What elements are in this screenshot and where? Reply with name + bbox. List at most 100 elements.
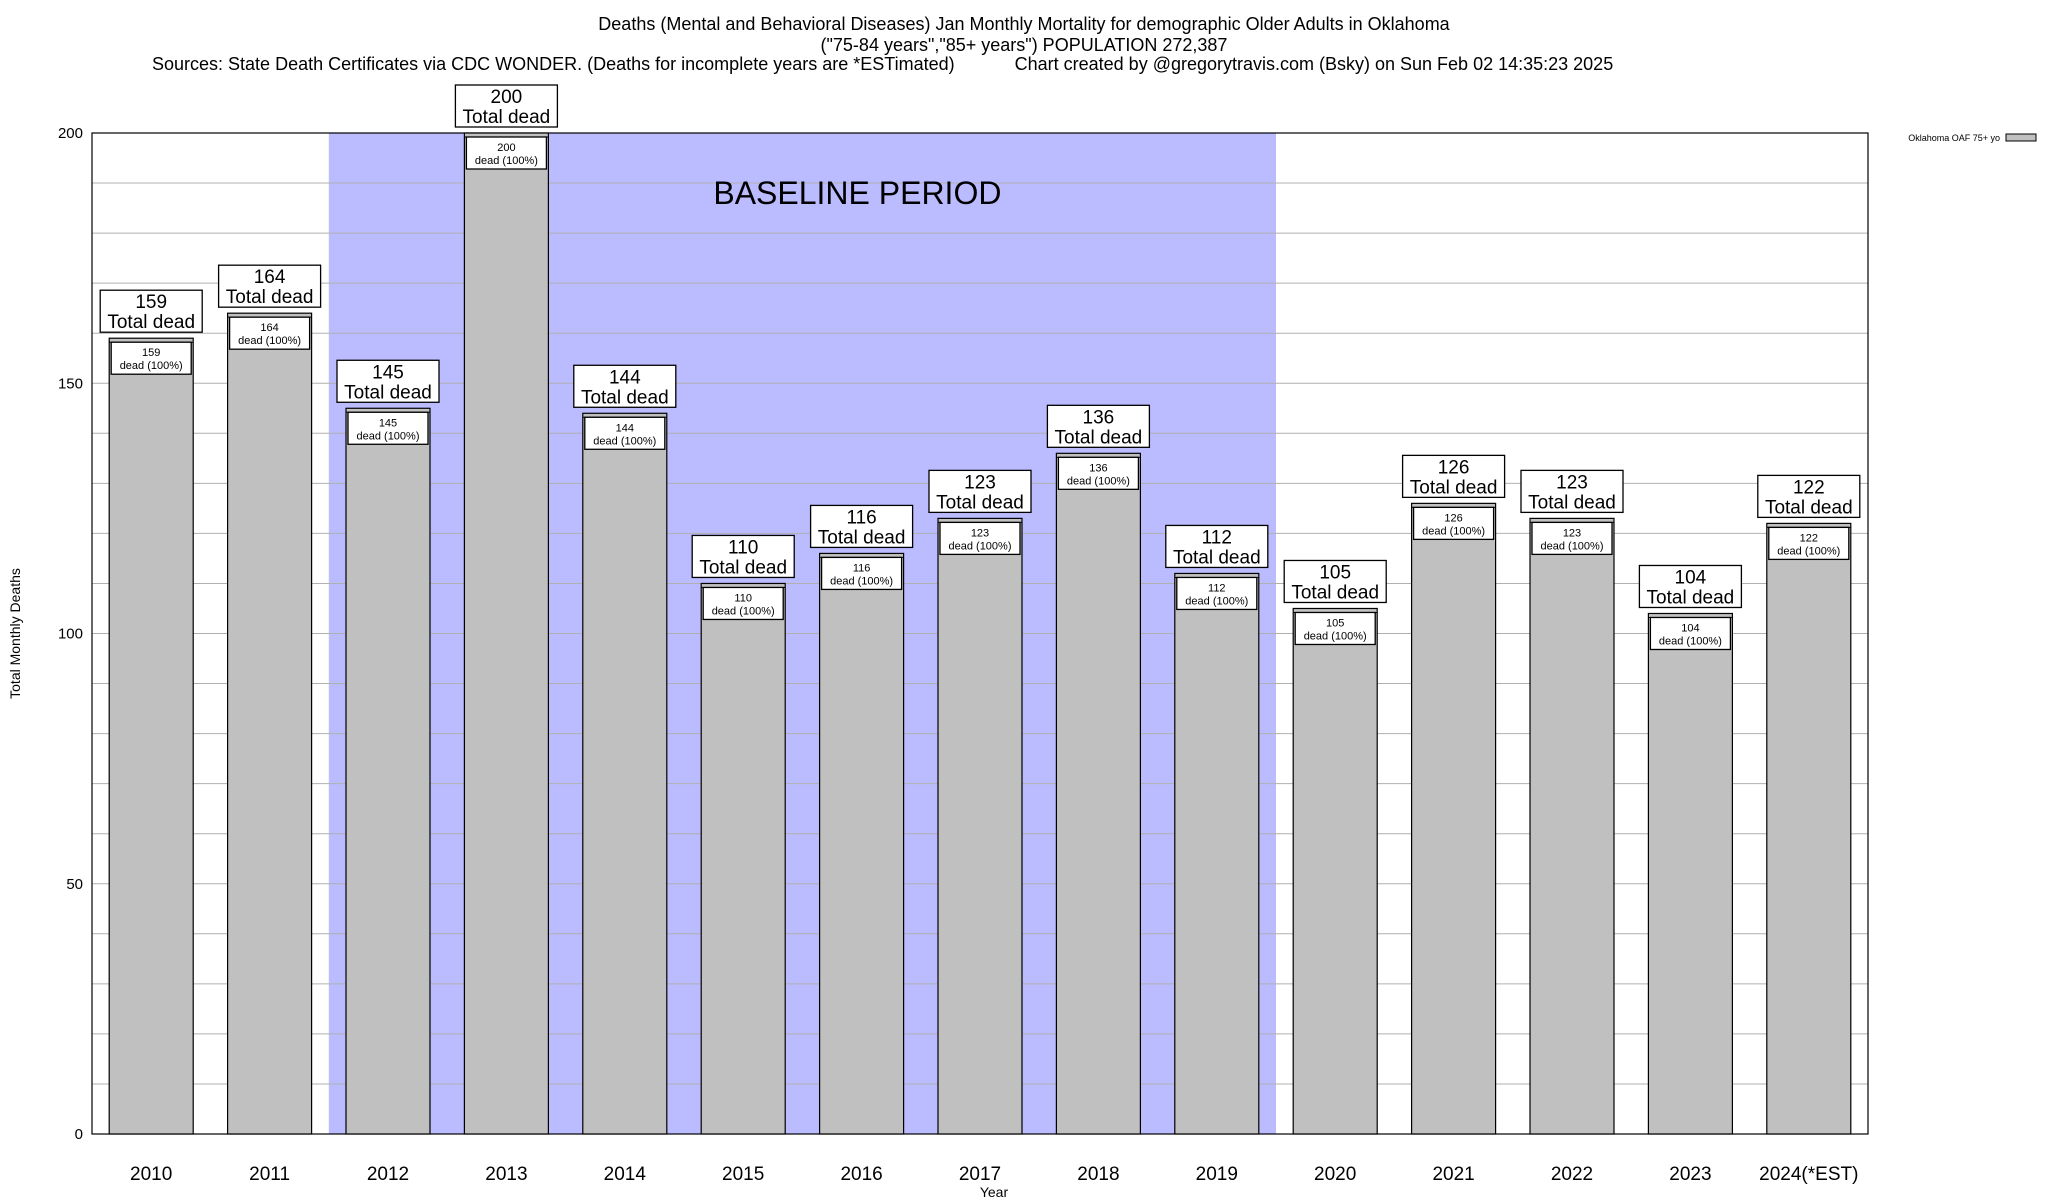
- y-axis-ticks: 0 50 100 150 200: [58, 125, 83, 1143]
- total-label-box: [454, 84, 559, 128]
- x-tick-label: 2020: [1314, 1164, 1356, 1185]
- total-dead-label: Total dead: [226, 287, 314, 308]
- inner-percent-label: dead (100%): [1067, 475, 1130, 487]
- bar: [108, 337, 194, 1135]
- total-value-label: 105: [1319, 562, 1351, 583]
- inner-label-box: [702, 586, 784, 621]
- x-tick-label: 2015: [722, 1164, 764, 1185]
- total-label-box: [1283, 559, 1387, 604]
- inner-label-box: [584, 416, 666, 450]
- x-tick-label: 2018: [1077, 1164, 1119, 1185]
- inner-label-box: [228, 316, 311, 350]
- inner-label-box: [1057, 456, 1140, 490]
- y-tick-label: 200: [58, 125, 83, 142]
- total-value-label: 145: [372, 362, 404, 383]
- total-label-box: [1165, 524, 1269, 569]
- x-tick-label: 2024(*EST): [1759, 1164, 1858, 1185]
- x-tick-label: 2012: [367, 1164, 409, 1185]
- inner-value-label: 164: [260, 322, 278, 334]
- total-value-label: 116: [846, 507, 876, 528]
- x-tick-label: 2017: [959, 1164, 1001, 1185]
- inner-value-label: 123: [971, 527, 989, 539]
- y-tick-label: 50: [66, 876, 83, 893]
- inner-percent-label: dead (100%): [1659, 635, 1722, 647]
- total-dead-label: Total dead: [1765, 497, 1853, 518]
- total-label-box: [1757, 474, 1861, 519]
- inner-percent-label: dead (100%): [830, 575, 893, 587]
- total-value-label: 123: [964, 472, 996, 493]
- total-label-box: [336, 359, 440, 403]
- bar: [1174, 572, 1260, 1135]
- total-value-label: 164: [254, 267, 286, 288]
- chart-sources-line: Sources: State Death Certificates via CD…: [152, 54, 1613, 75]
- total-dead-label: Total dead: [107, 312, 195, 333]
- total-dead-label: Total dead: [344, 382, 432, 403]
- total-value-label: 136: [1083, 407, 1115, 428]
- inner-percent-label: dead (100%): [1777, 545, 1840, 557]
- x-tick-label: 2019: [1196, 1164, 1238, 1185]
- bar: [1529, 517, 1615, 1135]
- total-dead-label: Total dead: [463, 107, 551, 128]
- chart-credit: Chart created by @gregorytravis.com (Bsk…: [1014, 54, 1614, 74]
- inner-value-label: 136: [1089, 462, 1107, 474]
- total-value-label: 126: [1438, 457, 1470, 478]
- total-dead-label: Total dead: [818, 527, 906, 548]
- y-tick-label: 150: [58, 375, 83, 392]
- x-tick-label: 2016: [840, 1164, 882, 1185]
- legend-swatch: [2005, 133, 2037, 142]
- x-tick-label: 2022: [1551, 1164, 1593, 1185]
- chart-subtitle: ("75-84 years","85+ years") POPULATION 2…: [820, 35, 1228, 55]
- bar: [345, 407, 431, 1135]
- y-tick-label: 100: [58, 626, 83, 643]
- inner-value-label: 145: [379, 417, 397, 429]
- baseline-period-label: BASELINE PERIOD: [713, 175, 1001, 211]
- inner-value-label: 159: [142, 347, 160, 359]
- total-label-box: [99, 289, 203, 333]
- total-label-box: [1520, 469, 1624, 514]
- inner-value-label: 112: [1208, 582, 1226, 594]
- total-label-box: [573, 364, 677, 408]
- inner-value-label: 122: [1800, 532, 1818, 544]
- total-dead-label: Total dead: [936, 492, 1024, 513]
- total-label-box: [1401, 454, 1506, 499]
- total-value-label: 104: [1675, 567, 1707, 588]
- inner-label-box: [1176, 576, 1258, 611]
- inner-percent-label: dead (100%): [1541, 540, 1604, 552]
- total-dead-label: Total dead: [699, 557, 787, 578]
- total-label-box: [1638, 564, 1743, 609]
- inner-percent-label: dead (100%): [1304, 630, 1367, 642]
- total-dead-label: Total dead: [1173, 547, 1261, 568]
- inner-percent-label: dead (100%): [475, 155, 538, 167]
- total-label-box: [928, 469, 1032, 514]
- bar: [227, 312, 313, 1135]
- total-label-box: [809, 504, 914, 549]
- inner-label-box: [1649, 616, 1732, 651]
- inner-percent-label: dead (100%): [1422, 525, 1485, 537]
- inner-label-box: [939, 521, 1021, 556]
- inner-value-label: 123: [1563, 527, 1581, 539]
- x-axis-ticks: 2010 2011 2012 2013 2014 2015 2016 2017 2018 2019…: [130, 1164, 1858, 1185]
- y-tick-label: 0: [75, 1126, 83, 1143]
- chart-title: Deaths (Mental and Behavioral Diseases) …: [598, 14, 1450, 34]
- inner-label-box: [1531, 521, 1613, 556]
- inner-value-label: 126: [1444, 512, 1462, 524]
- total-value-label: 123: [1556, 472, 1588, 493]
- total-value-label: 112: [1202, 527, 1232, 548]
- x-tick-label: 2014: [604, 1164, 647, 1185]
- bar: [818, 552, 905, 1135]
- total-dead-label: Total dead: [581, 387, 669, 408]
- total-value-label: 110: [728, 537, 758, 558]
- inner-percent-label: dead (100%): [238, 335, 301, 347]
- x-tick-label: 2010: [130, 1164, 172, 1185]
- legend-label: Oklahoma OAF 75+ yo: [1908, 133, 2000, 143]
- y-axis-label: Total Monthly Deaths: [7, 568, 23, 699]
- inner-label-box: [1412, 506, 1495, 541]
- inner-percent-label: dead (100%): [712, 605, 775, 617]
- chart-sources: Sources: State Death Certificates via CD…: [152, 54, 955, 74]
- total-value-label: 159: [135, 292, 167, 313]
- bar: [1766, 522, 1852, 1135]
- inner-percent-label: dead (100%): [1185, 595, 1248, 607]
- total-value-label: 122: [1793, 477, 1825, 498]
